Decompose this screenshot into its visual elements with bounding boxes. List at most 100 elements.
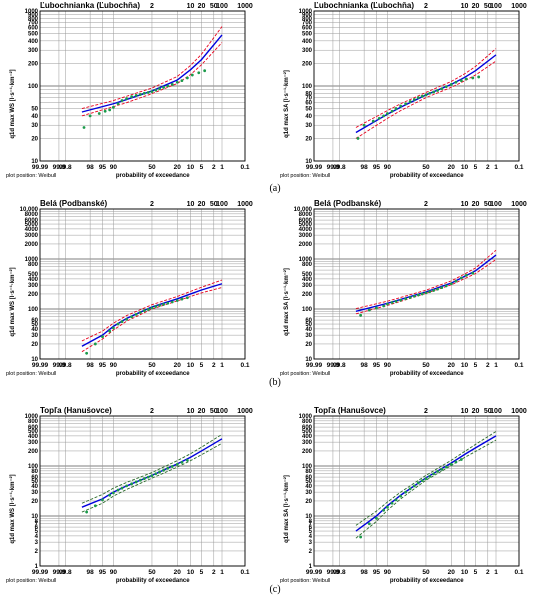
- x-tick-label: 99.9: [53, 164, 66, 171]
- observed-point: [359, 313, 363, 317]
- observed-point: [408, 487, 412, 491]
- y-tick-label: 500: [302, 32, 313, 38]
- x-tick-label: 10: [461, 164, 469, 171]
- y-tick-label: 1000: [25, 414, 39, 420]
- return-period-label: 50: [210, 201, 218, 208]
- observed-point: [134, 312, 138, 316]
- y-tick-label: 30: [31, 490, 38, 496]
- return-period-label: 10: [461, 201, 469, 208]
- x-tick-label: 99.8: [333, 362, 346, 369]
- observed-point: [394, 299, 398, 303]
- x-tick-label: 10: [461, 569, 469, 576]
- y-tick-label: 200: [302, 292, 313, 298]
- x-tick-label: 99.9: [327, 362, 340, 369]
- plot-frame: [313, 415, 520, 567]
- x-tick-label: 0.1: [240, 569, 249, 576]
- observed-point: [185, 296, 189, 300]
- x-tick-label: 50: [422, 164, 430, 171]
- return-period-label: 2: [150, 408, 154, 415]
- fit-line: [355, 254, 497, 312]
- plot-position-note: plot position: Weibull: [6, 578, 56, 584]
- observed-point: [130, 482, 134, 486]
- x-tick-label: 10: [187, 569, 195, 576]
- observed-point: [150, 474, 154, 478]
- y-tick-label: 50: [31, 479, 38, 485]
- y-tick-label: 300: [28, 440, 39, 446]
- x-tick-label: 20: [448, 569, 456, 576]
- x-tick-label: 0.1: [240, 362, 249, 369]
- observed-point: [399, 298, 403, 302]
- y-tick-label: 10,000: [294, 207, 313, 213]
- x-axis-label: probability of exceedance: [390, 371, 464, 377]
- observed-point: [185, 458, 189, 462]
- y-tick-label: 500: [28, 32, 39, 38]
- observed-point: [420, 94, 424, 98]
- observed-point: [154, 88, 158, 92]
- observed-point: [130, 95, 134, 99]
- return-period-label: 100: [490, 201, 502, 208]
- observed-point: [120, 99, 124, 102]
- plot-position-note: plot position: Weibull: [280, 371, 330, 377]
- x-tick-label: 99.8: [59, 569, 72, 576]
- observed-point: [444, 284, 448, 288]
- observed-point: [432, 289, 435, 292]
- y-tick-label: 800: [28, 16, 39, 22]
- y-tick-label: 50: [305, 322, 312, 328]
- observed-point: [197, 71, 201, 75]
- x-tick-label: 90: [110, 164, 118, 171]
- y-tick-label: 1000: [299, 414, 313, 420]
- return-period-label: 1000: [511, 201, 527, 208]
- observed-point: [97, 112, 101, 115]
- return-period-label: 50: [484, 408, 492, 415]
- return-period-label: 10: [461, 408, 469, 415]
- x-tick-label: 2: [486, 569, 490, 576]
- observed-point: [359, 535, 363, 539]
- plot-position-note: plot position: Weibull: [280, 578, 330, 584]
- y-tick-label: 6000: [25, 218, 39, 224]
- y-tick-label: 20: [31, 136, 38, 142]
- observed-point: [108, 329, 112, 333]
- return-period-label: 20: [472, 201, 480, 208]
- y-tick-label: 50: [305, 479, 312, 485]
- observed-point: [428, 290, 432, 294]
- y-tick-label: 7: [309, 522, 313, 528]
- return-period-label: 50: [210, 3, 218, 10]
- return-period-label: 1000: [237, 3, 253, 10]
- plots: 1020304050100200300400500600700800900100…: [6, 1, 527, 584]
- observed-point: [158, 87, 161, 91]
- observed-point: [175, 462, 179, 466]
- observed-point: [375, 516, 378, 520]
- y-tick-label: 6: [309, 525, 313, 531]
- x-tick-label: 50: [148, 569, 156, 576]
- ci-lower-line: [355, 259, 497, 315]
- observed-point: [116, 102, 120, 106]
- x-tick-label: 99.8: [333, 569, 346, 576]
- y-tick-label: 5000: [299, 222, 313, 228]
- observed-point: [420, 292, 424, 296]
- y-tick-label: 600: [28, 425, 39, 431]
- y-tick-label: 80: [305, 469, 312, 475]
- y-tick-label: 50: [305, 107, 312, 113]
- y-tick-label: 300: [302, 283, 313, 289]
- y-tick-label: 3000: [25, 233, 39, 239]
- x-tick-label: 50: [148, 362, 156, 369]
- observed-point: [390, 109, 394, 113]
- caption-c: (c): [269, 584, 280, 595]
- x-tick-label: 99.99: [32, 569, 49, 576]
- observed-point: [85, 510, 89, 514]
- y-tick-label: 30: [31, 333, 38, 339]
- observed-point: [170, 83, 174, 86]
- observed-point: [382, 508, 386, 512]
- return-period-label: 10: [187, 3, 195, 10]
- observed-point: [111, 105, 115, 109]
- ci-upper-line: [355, 249, 497, 310]
- observed-point: [120, 320, 124, 323]
- observed-point: [428, 91, 432, 95]
- y-tick-label: 60: [305, 318, 312, 324]
- y-tick-label: 900: [28, 12, 39, 18]
- return-period-label: 2: [424, 201, 428, 208]
- y-tick-label: 10: [31, 357, 38, 363]
- plot-frame: [39, 10, 246, 162]
- observed-point: [82, 126, 86, 129]
- observed-point: [150, 90, 154, 94]
